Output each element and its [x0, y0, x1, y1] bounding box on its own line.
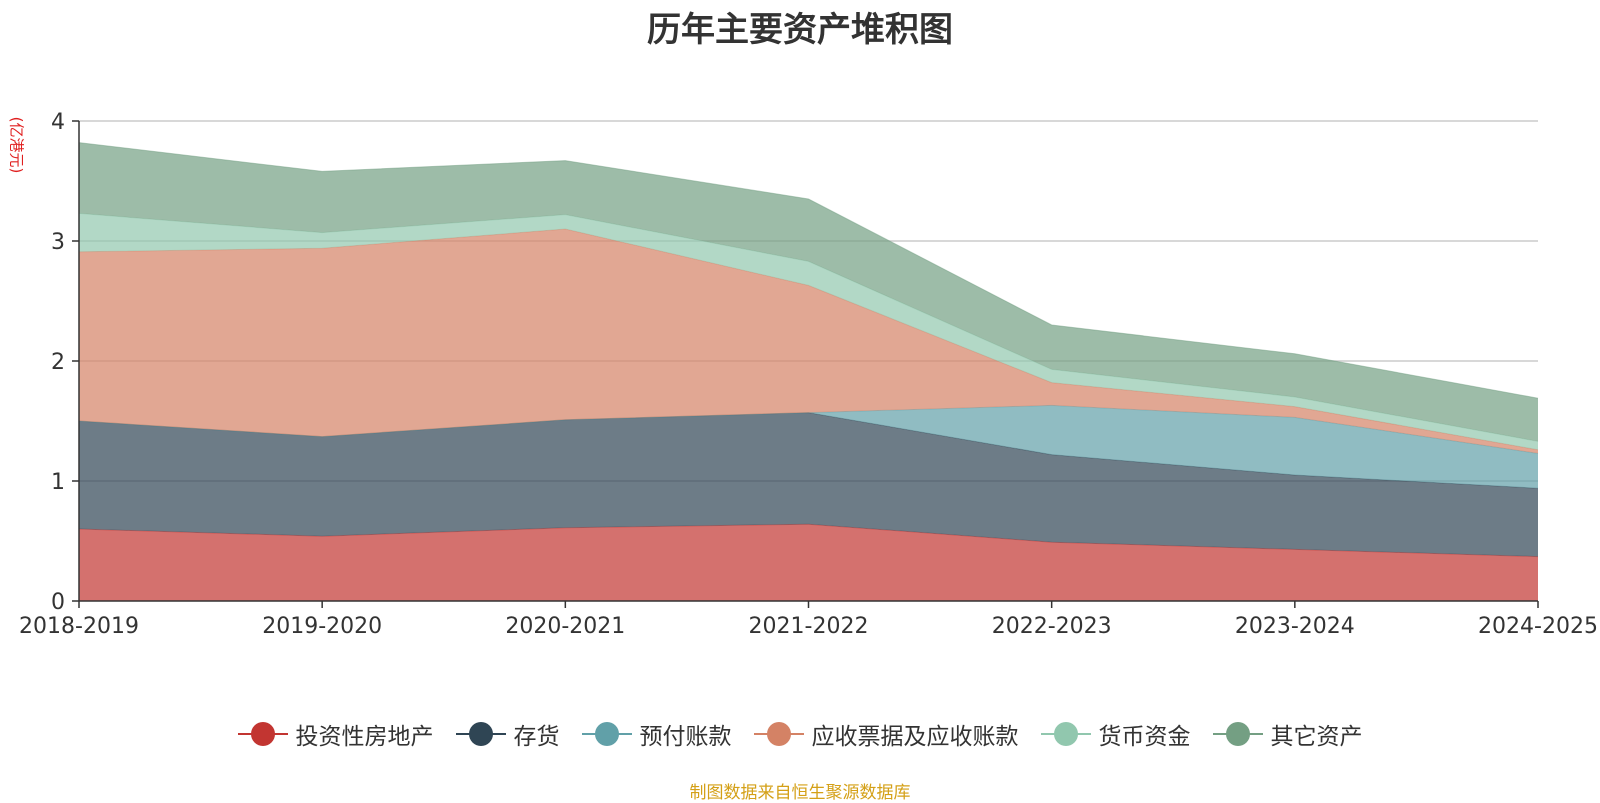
legend-label: 投资性房地产: [295, 724, 434, 750]
y-tick-label-0: 0: [51, 590, 65, 615]
legend-marker-icon: [1212, 722, 1263, 746]
area-series-edge-5: [78, 142, 1539, 399]
y-tick-label-4: 4: [51, 110, 65, 135]
legend-item-0[interactable]: 投资性房地产: [237, 717, 434, 751]
y-tick-label-2: 2: [51, 350, 65, 375]
area-series-1: [79, 412, 1538, 557]
legend-marker-icon: [455, 722, 506, 746]
legend-item-2[interactable]: 预付账款: [581, 717, 732, 751]
legend-label: 预付账款: [639, 724, 732, 750]
area-series-0: [79, 524, 1538, 601]
area-series-5: [79, 142, 1538, 442]
legend-marker-icon: [753, 722, 804, 746]
legend-marker-icon: [581, 722, 632, 746]
area-series-4: [79, 213, 1538, 450]
x-tick-label-0: 2018-2019: [19, 614, 139, 639]
legend-label: 货币资金: [1098, 724, 1191, 750]
area-series-2: [79, 405, 1538, 489]
legend-item-3[interactable]: 应收票据及应收账款: [753, 717, 1019, 751]
x-tick-label-1: 2019-2020: [262, 614, 382, 639]
x-tick-label-3: 2021-2022: [749, 614, 869, 639]
chart-title: 历年主要资产堆积图: [647, 10, 953, 50]
legend-marker-icon: [1040, 722, 1091, 746]
x-tick-label-2: 2020-2021: [505, 614, 625, 639]
legend-item-5[interactable]: 其它资产: [1212, 717, 1363, 751]
legend-label: 其它资产: [1270, 724, 1363, 750]
x-tick-label-4: 2022-2023: [992, 614, 1112, 639]
x-tick-label-5: 2023-2024: [1235, 614, 1355, 639]
y-tick-label-1: 1: [51, 470, 65, 495]
data-source-note: 制图数据来自恒生聚源数据库: [689, 783, 911, 803]
legend-label: 存货: [513, 724, 560, 750]
legend-label: 应收票据及应收账款: [811, 724, 1019, 750]
legend-item-1[interactable]: 存货: [455, 717, 560, 751]
chart-legend: 投资性房地产 存货 预付账款 应收票据及应收账款 货币资金 其它资产: [0, 717, 1600, 751]
area-series-3: [79, 229, 1538, 454]
legend-item-4[interactable]: 货币资金: [1040, 717, 1191, 751]
y-tick-label-3: 3: [51, 230, 65, 255]
x-tick-label-6: 2024-2025: [1478, 614, 1598, 639]
legend-marker-icon: [237, 722, 288, 746]
